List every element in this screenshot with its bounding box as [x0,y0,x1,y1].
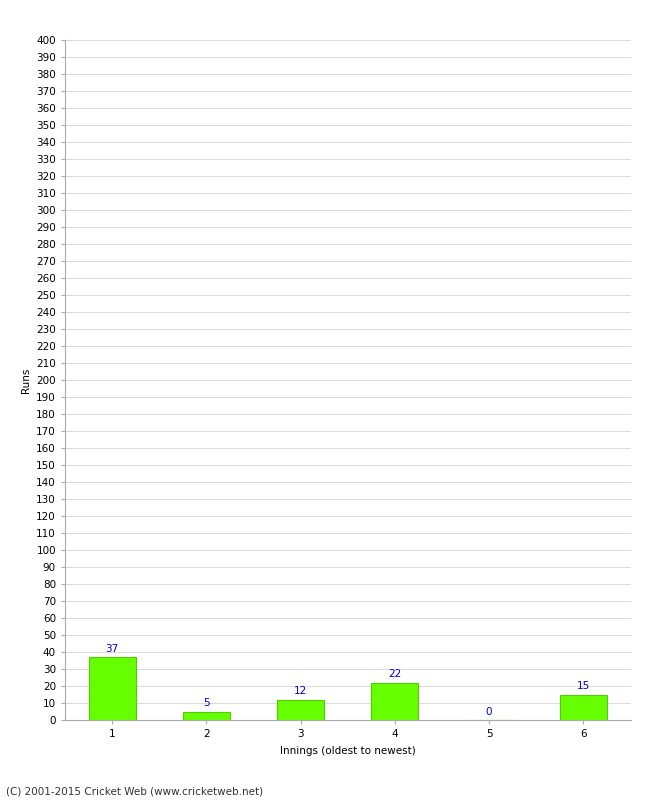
Text: 0: 0 [486,706,493,717]
Text: 22: 22 [388,669,402,679]
Y-axis label: Runs: Runs [21,367,31,393]
Text: (C) 2001-2015 Cricket Web (www.cricketweb.net): (C) 2001-2015 Cricket Web (www.cricketwe… [6,786,264,796]
Bar [183,711,230,720]
Text: 5: 5 [203,698,210,708]
Bar [371,682,419,720]
Bar [277,699,324,720]
Bar [88,657,136,720]
X-axis label: Innings (oldest to newest): Innings (oldest to newest) [280,746,415,756]
Text: 12: 12 [294,686,307,696]
Text: 37: 37 [105,644,119,654]
Bar [560,694,607,720]
Text: 15: 15 [577,681,590,691]
